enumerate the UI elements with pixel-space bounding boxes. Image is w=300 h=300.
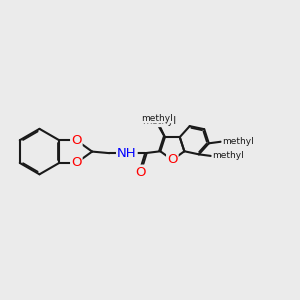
Text: methyl: methyl — [222, 137, 254, 146]
Text: methyl: methyl — [212, 152, 244, 160]
Text: O: O — [167, 154, 178, 166]
Text: O: O — [71, 134, 82, 147]
Text: O: O — [135, 166, 146, 178]
Text: methyl: methyl — [142, 116, 177, 126]
Text: O: O — [71, 156, 82, 170]
Text: NH: NH — [117, 147, 137, 160]
Text: methyl: methyl — [141, 114, 173, 123]
